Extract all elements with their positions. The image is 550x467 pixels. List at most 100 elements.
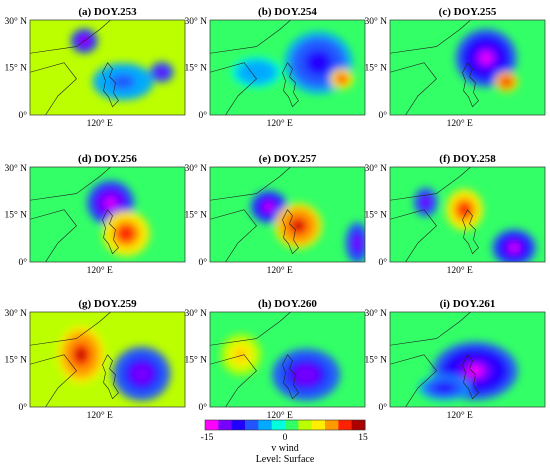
wind-cell bbox=[121, 228, 131, 239]
map-panel: (e) DOY.257 30° N 15° N 0° 120° E bbox=[184, 153, 366, 276]
colorbar-label: v wind bbox=[271, 443, 299, 454]
wind-cell bbox=[76, 348, 86, 361]
coastline bbox=[282, 62, 299, 108]
wind-cell bbox=[460, 205, 469, 214]
wind-cell bbox=[159, 70, 165, 75]
map-panel: (g) DOY.259 30° N 15° N 0° 120° E bbox=[4, 298, 186, 421]
colorbar-swatch bbox=[231, 420, 246, 430]
x-tick-label: 120° E bbox=[87, 410, 113, 421]
panel-frame bbox=[209, 19, 366, 116]
colorbar-swatch bbox=[258, 420, 273, 430]
wind-cell bbox=[299, 369, 313, 380]
coastline bbox=[462, 62, 479, 108]
wind-cell bbox=[105, 198, 116, 208]
map-panel: (h) DOY.260 30° N 15° N 0° 120° E bbox=[184, 298, 366, 421]
wind-cell bbox=[135, 368, 148, 380]
wind-cell bbox=[466, 365, 484, 377]
y-tick-label: 0° bbox=[198, 257, 207, 268]
colorbar-tick-label: 0 bbox=[283, 433, 288, 443]
y-tick-label: 15° N bbox=[184, 355, 207, 366]
y-tick-label: 15° N bbox=[184, 210, 207, 221]
x-tick-label: 120° E bbox=[267, 410, 293, 421]
coastline bbox=[102, 209, 119, 255]
wind-cell bbox=[423, 199, 429, 206]
colorbar-tick-label: 15 bbox=[358, 433, 368, 443]
coastline bbox=[30, 167, 111, 262]
wind-cell bbox=[339, 76, 345, 81]
panel-frame bbox=[209, 166, 366, 263]
wind-cell bbox=[293, 221, 304, 231]
y-tick-label: 0° bbox=[18, 257, 27, 268]
map-panel: (c) DOY.255 30° N 15° N 0° 120° E bbox=[364, 6, 546, 129]
y-tick-label: 15° N bbox=[4, 210, 27, 221]
colorbar-swatch bbox=[271, 420, 286, 430]
y-tick-label: 15° N bbox=[364, 210, 387, 221]
panel-title: (g) DOY.259 bbox=[78, 298, 137, 310]
x-tick-label: 120° E bbox=[447, 410, 473, 421]
y-tick-label: 30° N bbox=[364, 163, 387, 174]
panel-frame bbox=[29, 19, 186, 116]
y-tick-label: 30° N bbox=[184, 16, 207, 27]
x-tick-label: 120° E bbox=[447, 118, 473, 129]
panel-title: (i) DOY.261 bbox=[440, 298, 496, 310]
coastline bbox=[390, 312, 471, 407]
y-tick-label: 30° N bbox=[364, 16, 387, 27]
panel-title: (a) DOY.253 bbox=[78, 6, 137, 18]
panel-frame bbox=[389, 311, 546, 408]
wind-cell bbox=[236, 350, 246, 359]
wind-cell bbox=[354, 238, 360, 248]
panel-title: (d) DOY.256 bbox=[78, 153, 137, 165]
coastline bbox=[390, 167, 471, 262]
y-tick-label: 0° bbox=[378, 110, 387, 121]
wind-cell bbox=[509, 243, 519, 252]
map-panel: (b) DOY.254 30° N 15° N 0° 120° E bbox=[184, 6, 366, 129]
colorbar-swatch bbox=[218, 420, 233, 430]
x-tick-label: 120° E bbox=[267, 118, 293, 129]
wind-cell bbox=[439, 385, 450, 391]
y-tick-label: 30° N bbox=[4, 163, 27, 174]
panel-frame bbox=[29, 311, 186, 408]
coastline bbox=[30, 20, 111, 115]
y-tick-label: 0° bbox=[18, 402, 27, 413]
colorbar-swatch bbox=[285, 420, 299, 430]
x-tick-label: 120° E bbox=[267, 265, 293, 276]
coastline bbox=[102, 354, 119, 400]
colorbar-swatch bbox=[245, 420, 259, 430]
map-panel: (d) DOY.256 30° N 15° N 0° 120° E bbox=[4, 153, 186, 276]
coastline bbox=[102, 62, 119, 108]
wind-cell bbox=[265, 203, 273, 211]
coastline bbox=[462, 354, 479, 400]
y-tick-label: 30° N bbox=[184, 308, 207, 319]
panel-frame bbox=[389, 19, 546, 116]
y-tick-label: 15° N bbox=[4, 355, 27, 366]
y-tick-label: 15° N bbox=[364, 63, 387, 74]
colorbar-swatch bbox=[338, 420, 353, 430]
colorbar-frame bbox=[204, 419, 366, 431]
map-panel: (i) DOY.261 30° N 15° N 0° 120° E bbox=[364, 298, 546, 421]
panel-frame bbox=[209, 311, 366, 408]
panel-title: (f) DOY.258 bbox=[439, 153, 496, 165]
coastline bbox=[210, 20, 291, 115]
coastline bbox=[282, 209, 299, 255]
colorbar-tick-label: -15 bbox=[201, 433, 214, 443]
coastline bbox=[30, 312, 111, 407]
wind-cell bbox=[503, 79, 509, 84]
y-tick-label: 30° N bbox=[364, 308, 387, 319]
y-tick-label: 30° N bbox=[184, 163, 207, 174]
wind-cell bbox=[311, 56, 326, 70]
panel-title: (h) DOY.260 bbox=[258, 298, 317, 310]
panel-frame bbox=[29, 166, 186, 263]
y-tick-label: 30° N bbox=[4, 308, 27, 319]
y-tick-label: 15° N bbox=[364, 355, 387, 366]
panel-title: (e) DOY.257 bbox=[259, 153, 317, 165]
map-panel: (a) DOY.253 30° N 15° N 0° 120° E bbox=[4, 6, 186, 129]
coastline bbox=[390, 20, 471, 115]
coastline bbox=[210, 312, 291, 407]
colorbar-swatch bbox=[205, 420, 219, 430]
wind-cell bbox=[479, 52, 493, 64]
y-tick-label: 0° bbox=[378, 257, 387, 268]
y-tick-label: 0° bbox=[378, 402, 387, 413]
